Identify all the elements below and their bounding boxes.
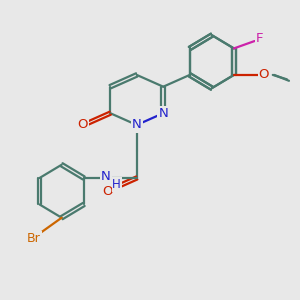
Text: N: N (158, 107, 168, 120)
Text: N: N (101, 170, 111, 183)
Text: H: H (112, 178, 121, 191)
Text: Br: Br (27, 232, 40, 245)
Text: O: O (102, 185, 112, 198)
Text: O: O (259, 68, 269, 81)
Text: F: F (256, 32, 263, 45)
Text: O: O (77, 118, 88, 131)
Text: N: N (132, 118, 142, 131)
